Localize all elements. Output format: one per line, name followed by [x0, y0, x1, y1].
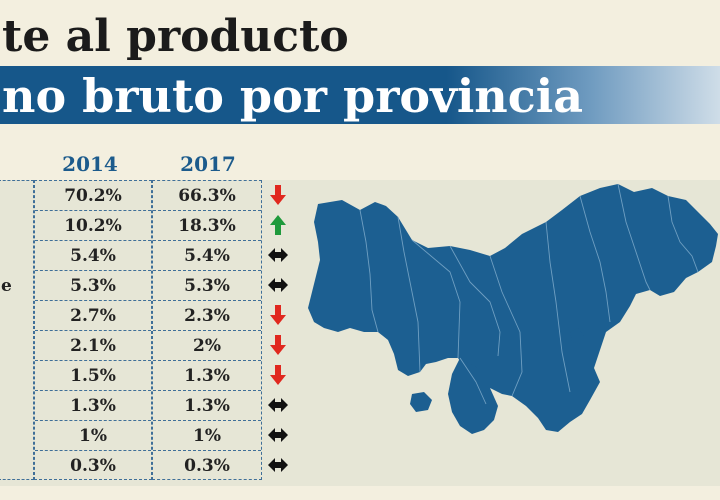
up-arrow-icon	[270, 215, 286, 235]
left-right-arrow-icon	[268, 428, 288, 442]
value-cell-2014: 70.2%	[35, 181, 151, 211]
down-arrow-icon	[270, 365, 286, 385]
value-cell-2014: 2.7%	[35, 301, 151, 331]
coiba-island	[410, 392, 432, 412]
down-arrow-icon	[270, 335, 286, 355]
value-cell-2014: 1.5%	[35, 361, 151, 391]
down-arrow-icon	[270, 185, 286, 205]
value-cell-2017: 66.3%	[153, 181, 261, 211]
column-2014: 70.2% 10.2% 5.4% 5.3% 2.7% 2.1% 1.5% 1.3% 1% 0.3%	[34, 180, 152, 480]
value-cell-2017: 2%	[153, 331, 261, 361]
province-label-partial: e	[1, 276, 12, 296]
value-cell-2014: 1.3%	[35, 391, 151, 421]
value-cell-2014: 5.4%	[35, 241, 151, 271]
panama-map	[308, 183, 718, 434]
value-cell-2017: 0.3%	[184, 456, 230, 476]
value-cell-2014: 5.3%	[35, 271, 151, 301]
title-line-1: te al producto	[2, 11, 349, 62]
azuero-peninsula	[448, 358, 498, 434]
left-right-arrow-icon	[268, 398, 288, 412]
value-cell-2017: 1.3%	[153, 391, 261, 421]
value-cell-2014: 1%	[35, 421, 151, 451]
value-cell-2017: 5.3%	[153, 271, 261, 301]
value-cell-2017: 18.3%	[153, 211, 261, 241]
value-cell-2017: 1.3%	[153, 361, 261, 391]
panama-landmass	[308, 184, 718, 432]
header-2017: 2017	[180, 152, 236, 176]
value-cell-2017: 5.4%	[153, 241, 261, 271]
pearl-islands	[570, 328, 584, 344]
label-column: e	[0, 180, 34, 480]
value-cell-2017: 1%	[153, 421, 261, 451]
left-right-arrow-icon	[268, 248, 288, 262]
value-cell-2014: 10.2%	[35, 211, 151, 241]
value-cell-2014: 0.3%	[70, 456, 116, 476]
province-borders	[359, 183, 699, 405]
column-2017: 66.3% 18.3% 5.4% 5.3% 2.3% 2% 1.3% 1.3% 1% 0.3%	[152, 180, 262, 480]
title-line-2: no bruto por provincia	[2, 69, 584, 123]
down-arrow-icon	[270, 305, 286, 325]
title-band	[0, 66, 720, 124]
left-right-arrow-icon	[268, 278, 288, 292]
header-2014: 2014	[62, 152, 118, 176]
value-cell-2014: 2.1%	[35, 331, 151, 361]
value-cell-2017: 2.3%	[153, 301, 261, 331]
left-right-arrow-icon	[268, 458, 288, 472]
